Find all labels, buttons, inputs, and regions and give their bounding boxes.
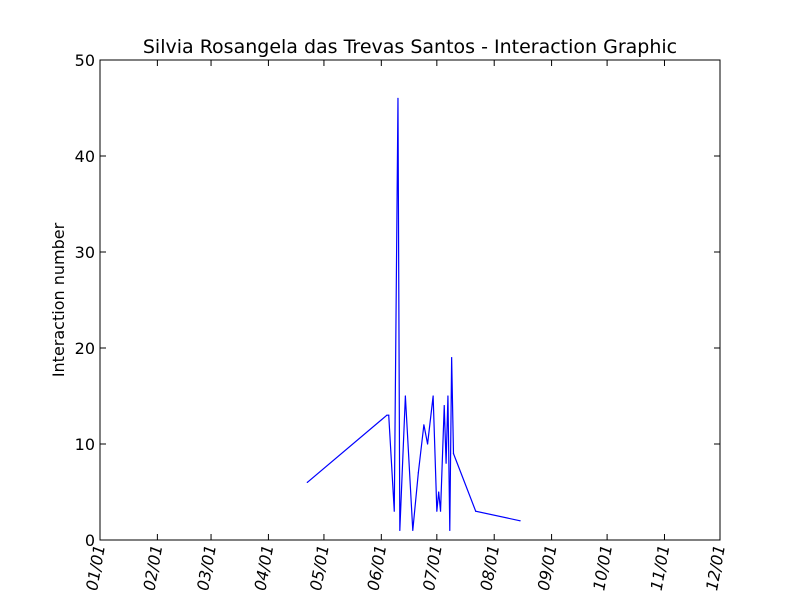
- data-point: [423, 424, 425, 426]
- data-point: [399, 529, 401, 532]
- data-point: [519, 520, 521, 522]
- data-point: [412, 529, 414, 532]
- y-tick-label: 30: [75, 243, 95, 262]
- y-tick-label: 20: [75, 339, 95, 358]
- chart-title: Silvia Rosangela das Trevas Santos - Int…: [143, 36, 677, 58]
- data-point: [438, 491, 440, 493]
- data-point: [439, 510, 442, 512]
- data-point: [404, 395, 406, 397]
- data-point: [445, 462, 447, 464]
- data-point: [432, 395, 434, 397]
- y-axis-label: Interaction number: [49, 222, 68, 377]
- data-point: [436, 510, 438, 512]
- data-point: [397, 97, 399, 99]
- y-tick-label: 10: [75, 435, 95, 454]
- data-point: [386, 414, 388, 416]
- data-point: [447, 395, 449, 397]
- data-point: [306, 481, 308, 483]
- y-tick-label: 40: [75, 147, 95, 166]
- data-point: [417, 472, 419, 474]
- data-point: [449, 529, 451, 532]
- y-tick-label: 0: [85, 531, 95, 550]
- data-point: [443, 405, 445, 407]
- y-tick-label: 50: [75, 51, 95, 70]
- data-point: [426, 443, 429, 445]
- data-point: [475, 510, 477, 512]
- plot-frame: [99, 59, 721, 541]
- data-point: [452, 453, 455, 455]
- plot-area: [306, 97, 521, 532]
- data-point: [388, 414, 390, 416]
- data-point: [393, 510, 395, 512]
- data-point: [451, 357, 453, 359]
